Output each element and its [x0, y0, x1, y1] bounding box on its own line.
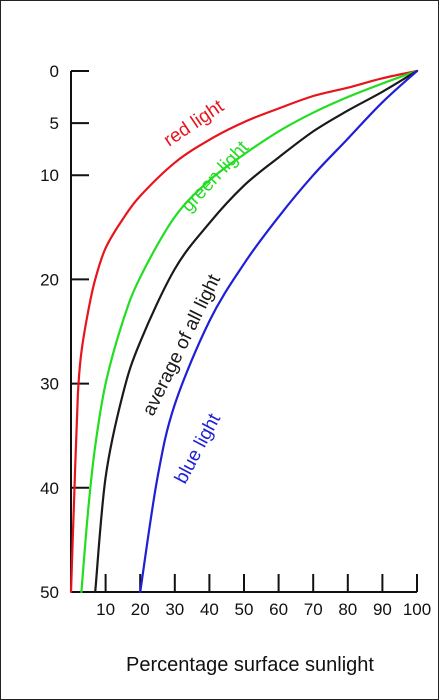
y-tick-label: 10 — [40, 166, 59, 185]
label-blue-light: blue light — [171, 410, 226, 488]
y-tick-label: 20 — [40, 270, 59, 289]
x-tick-label: 60 — [269, 600, 288, 619]
label-green-light: green light — [177, 137, 253, 217]
curve-red-light — [69, 69, 419, 594]
label-red-light: red light — [160, 96, 228, 152]
x-tick-label: 100 — [403, 600, 431, 619]
x-tick-label: 40 — [200, 600, 219, 619]
x-tick-label: 30 — [165, 600, 184, 619]
chart-curve-labels: red light green light average of all lig… — [139, 96, 254, 488]
x-tick-label: 20 — [131, 600, 150, 619]
curve-average-of-all-light — [94, 69, 419, 594]
x-tick-label: 80 — [338, 600, 357, 619]
label-average-of-all-light: average of all light — [139, 271, 226, 419]
x-tick-label: 10 — [96, 600, 115, 619]
y-tick-label: 50 — [40, 583, 59, 602]
x-tick-label: 70 — [304, 600, 323, 619]
x-tick-label: 50 — [235, 600, 254, 619]
y-tick-label: 5 — [50, 114, 59, 133]
chart-ticks: 0 5 10 20 30 40 50 10 20 30 40 50 60 70 80 90 100 — [40, 62, 431, 619]
x-tick-label: 90 — [373, 600, 392, 619]
curve-green-light — [80, 69, 419, 594]
curve-blue-light — [139, 69, 419, 594]
y-tick-label: 40 — [40, 479, 59, 498]
x-axis-title: Percentage surface sunlight — [126, 654, 374, 676]
y-tick-label: 30 — [40, 375, 59, 394]
chart-curves — [69, 69, 419, 594]
y-tick-label: 0 — [50, 62, 59, 81]
